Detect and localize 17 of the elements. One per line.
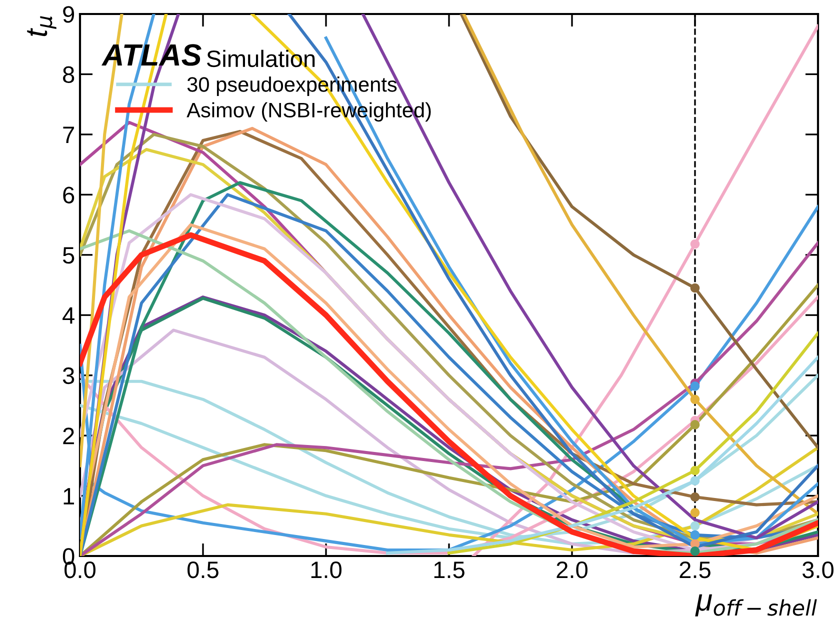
y-tick-label: 7 — [63, 126, 74, 143]
x-tick-label: 1.5 — [434, 562, 464, 578]
y-tick-label: 9 — [63, 6, 74, 23]
x-tick-label: 0.5 — [188, 561, 218, 578]
x-tick-label: 1.0 — [311, 561, 342, 578]
x-axis-title: μ$_{off−shell}$ — [695, 594, 817, 616]
y-axis-title: t$_{μ}$ — [27, 16, 56, 36]
y-tick-label: 6 — [63, 186, 74, 204]
y-tick-label: 4 — [62, 307, 74, 324]
x-tick-label: 3.0 — [802, 561, 834, 578]
x-tick-label: 2.5 — [680, 561, 710, 578]
x-tick-label: 2.0 — [556, 561, 588, 578]
y-tick-label: 1 — [64, 488, 74, 504]
y-tick-label: 8 — [63, 66, 74, 84]
y-tick-label: 2 — [63, 428, 74, 444]
y-tick-label: 5 — [62, 247, 74, 264]
y-tick-label: 3 — [62, 367, 74, 384]
